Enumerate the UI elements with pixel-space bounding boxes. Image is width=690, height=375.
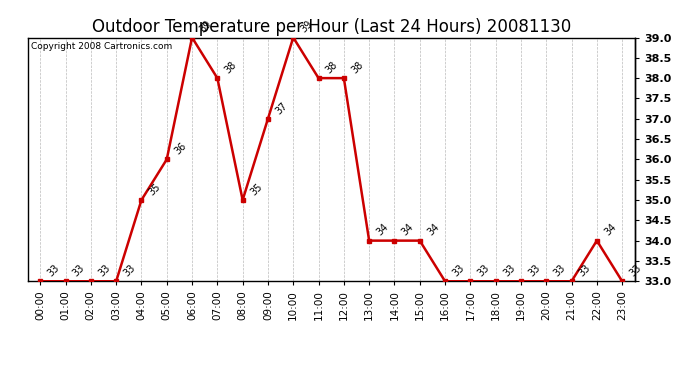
Text: 39: 39	[299, 19, 315, 35]
Text: Copyright 2008 Cartronics.com: Copyright 2008 Cartronics.com	[30, 42, 172, 51]
Text: 33: 33	[451, 263, 466, 279]
Text: 36: 36	[172, 141, 188, 157]
Text: 37: 37	[273, 100, 289, 116]
Text: 33: 33	[97, 263, 112, 279]
Text: 34: 34	[425, 222, 441, 238]
Title: Outdoor Temperature per Hour (Last 24 Hours) 20081130: Outdoor Temperature per Hour (Last 24 Ho…	[92, 18, 571, 36]
Text: 33: 33	[501, 263, 517, 279]
Text: 34: 34	[375, 222, 391, 238]
Text: 34: 34	[602, 222, 618, 238]
Text: 35: 35	[147, 182, 163, 197]
Text: 38: 38	[349, 60, 365, 75]
Text: 33: 33	[526, 263, 542, 279]
Text: 39: 39	[197, 19, 213, 35]
Text: 34: 34	[400, 222, 416, 238]
Text: 38: 38	[324, 60, 340, 75]
Text: 33: 33	[577, 263, 593, 279]
Text: 33: 33	[121, 263, 137, 279]
Text: 33: 33	[71, 263, 87, 279]
Text: 33: 33	[476, 263, 492, 279]
Text: 33: 33	[552, 263, 568, 279]
Text: 35: 35	[248, 182, 264, 197]
Text: 38: 38	[223, 60, 239, 75]
Text: 33: 33	[628, 263, 644, 279]
Text: 33: 33	[46, 263, 61, 279]
